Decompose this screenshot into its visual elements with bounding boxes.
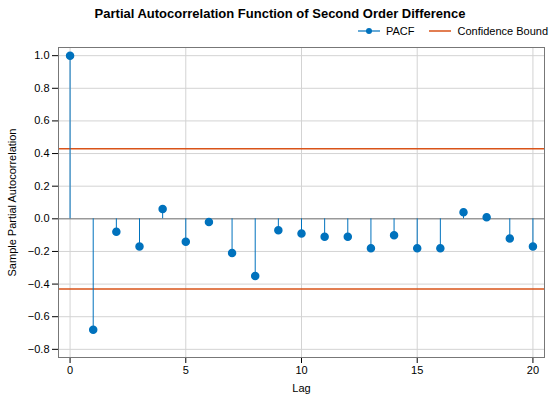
- svg-text:0.8: 0.8: [34, 82, 49, 94]
- svg-text:Sample Partial Autocorrelation: Sample Partial Autocorrelation: [6, 129, 18, 277]
- html-text:Partial Autocorrelation Functi: Partial Autocorrelation Function of Seco…: [94, 6, 466, 21]
- svg-text:−0.6: −0.6: [28, 310, 50, 322]
- svg-text:Lag: Lag: [292, 382, 310, 394]
- svg-text:0.0: 0.0: [34, 212, 49, 224]
- svg-text:20: 20: [527, 364, 539, 376]
- svg-text:1.0: 1.0: [34, 49, 49, 61]
- svg-text:−0.8: −0.8: [28, 343, 50, 355]
- svg-text:−0.4: −0.4: [28, 278, 50, 290]
- html-text:PACF: PACF: [386, 25, 415, 37]
- svg-text:0.4: 0.4: [34, 147, 49, 159]
- svg-text:0.6: 0.6: [34, 114, 49, 126]
- svg-text:0: 0: [67, 364, 73, 376]
- svg-text:5: 5: [183, 364, 189, 376]
- svg-text:−0.2: −0.2: [28, 245, 50, 257]
- svg-text:0.2: 0.2: [34, 180, 49, 192]
- svg-text:10: 10: [295, 364, 307, 376]
- html-text:Confidence Bound: Confidence Bound: [457, 25, 548, 37]
- svg-text:15: 15: [411, 364, 423, 376]
